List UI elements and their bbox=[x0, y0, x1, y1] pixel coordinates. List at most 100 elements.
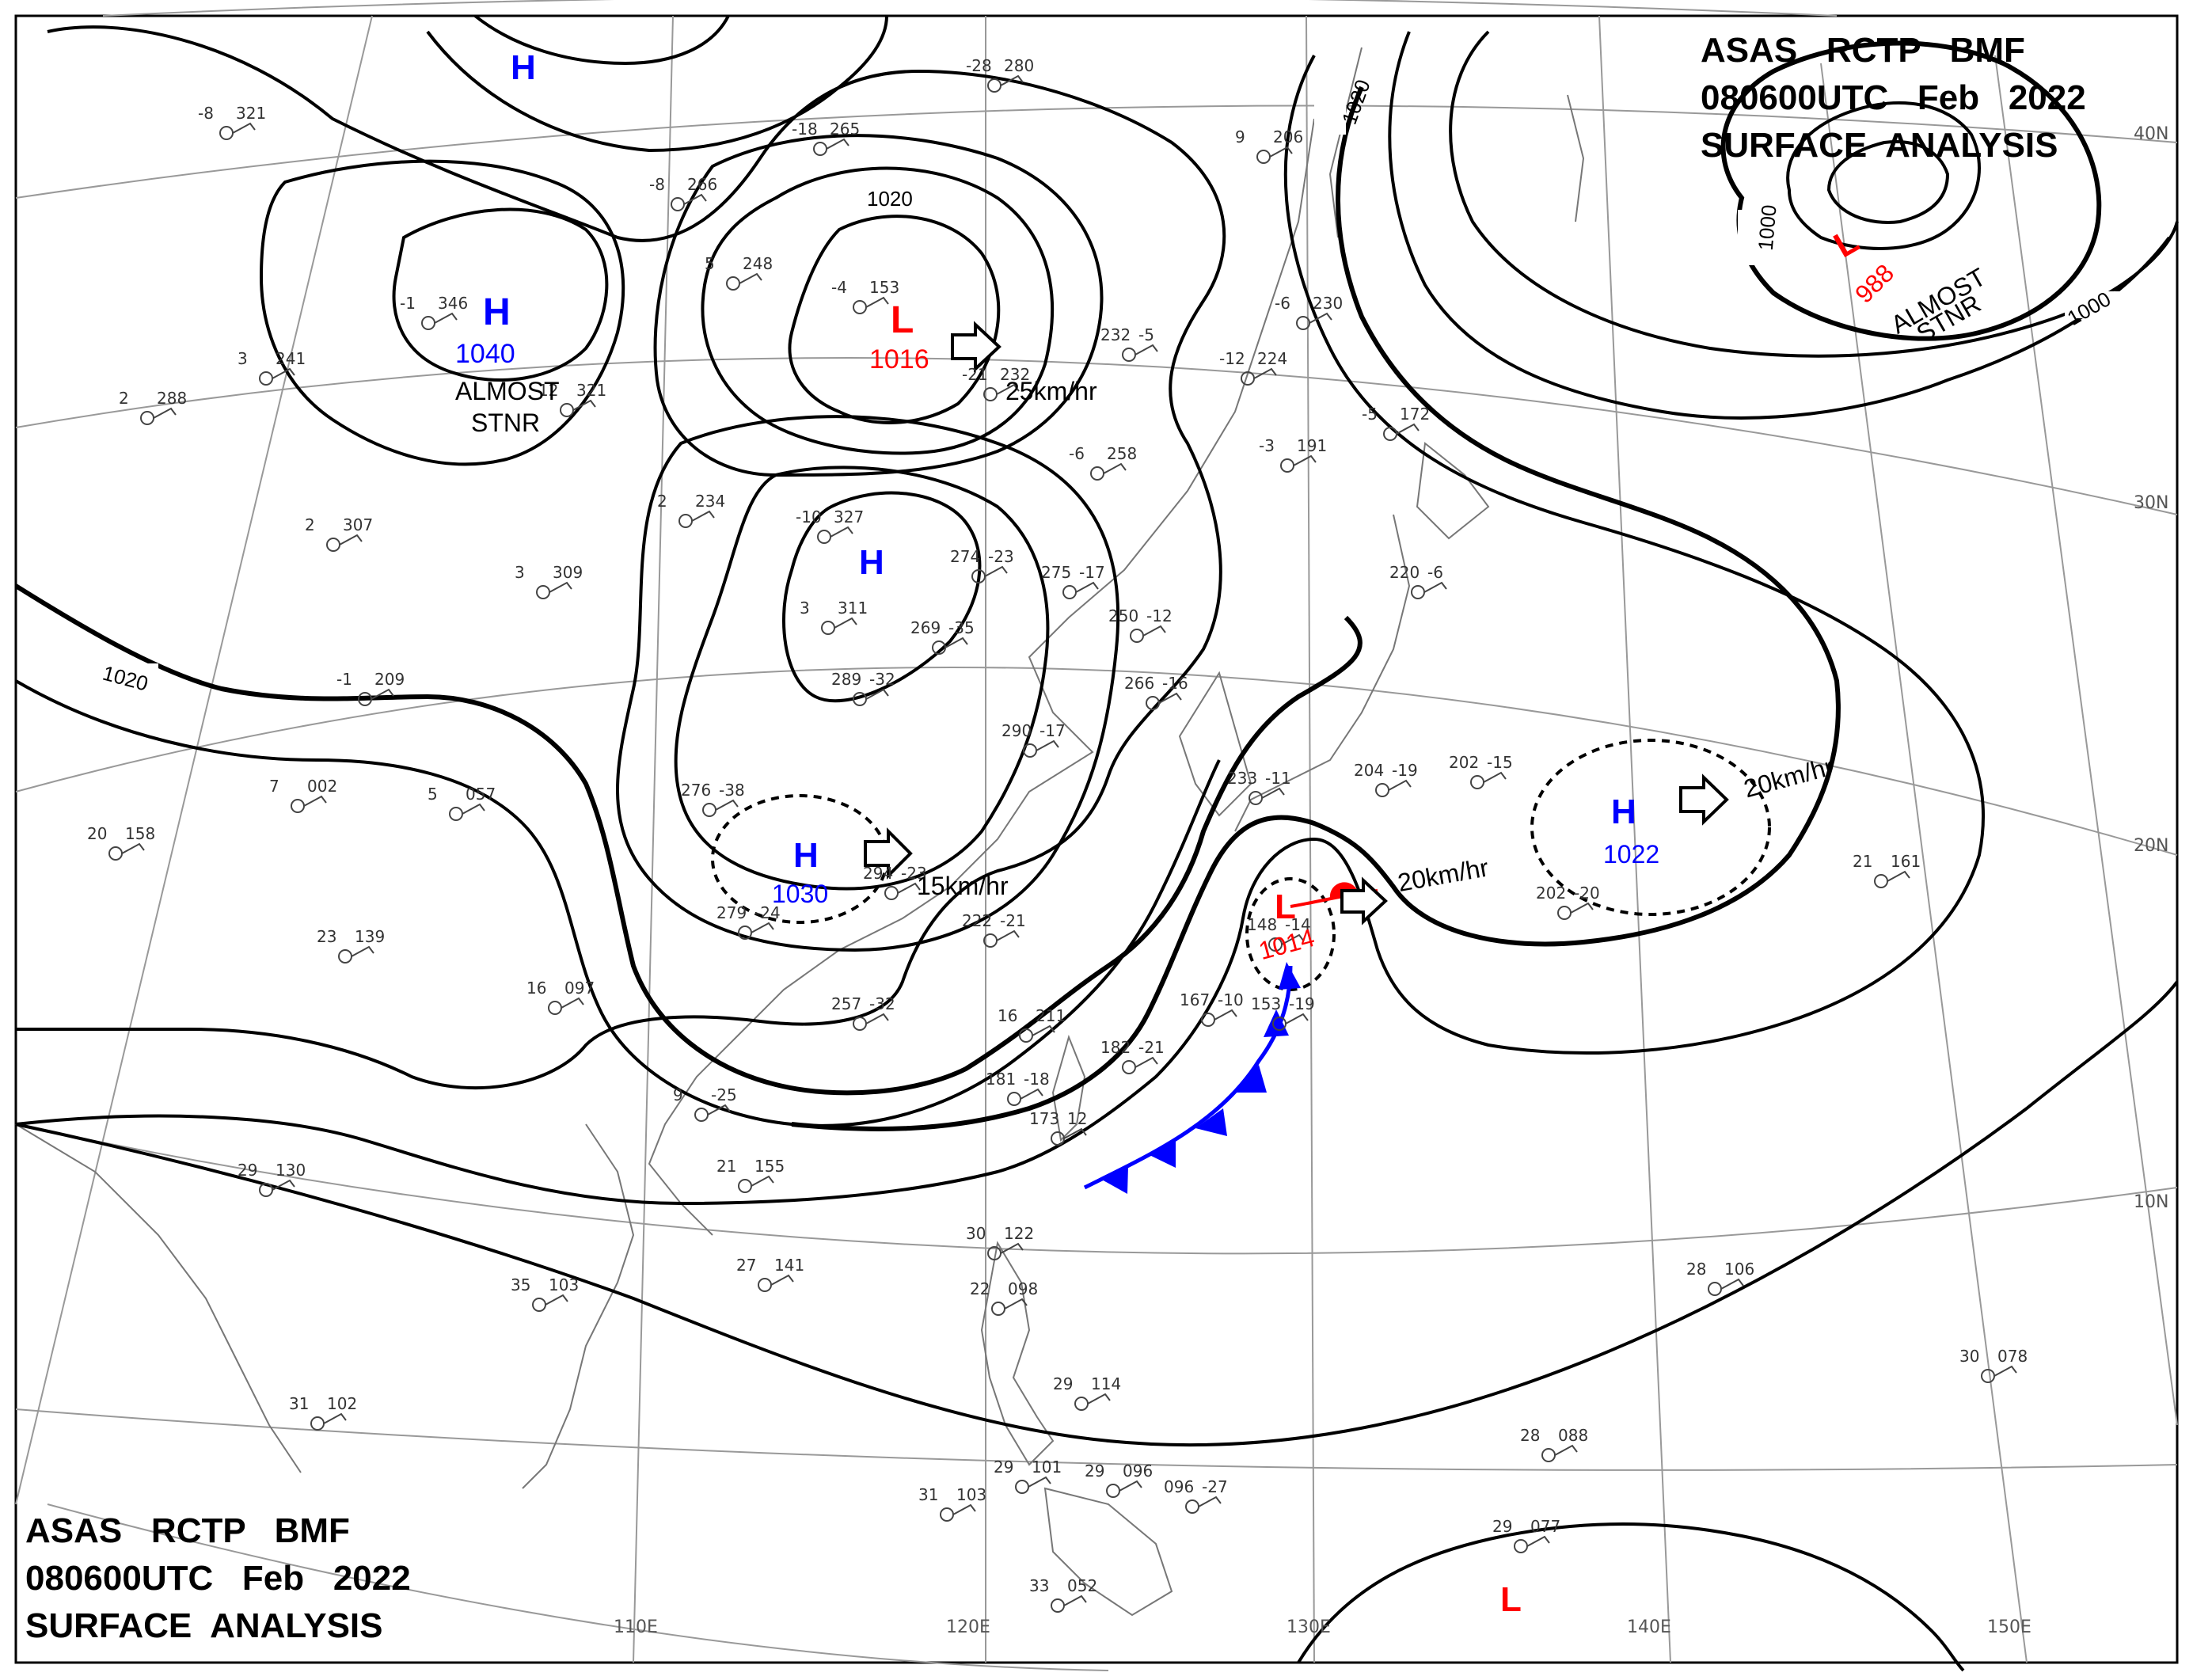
station-value-b: 102 bbox=[327, 1394, 357, 1413]
station-value-b: 307 bbox=[343, 515, 373, 534]
isobar-1004-outer bbox=[1388, 31, 2171, 420]
station-value-a: 16 bbox=[998, 1006, 1017, 1025]
station-markers bbox=[108, 74, 2017, 1613]
meridian-110e bbox=[633, 15, 674, 1663]
front-pip bbox=[1195, 1108, 1227, 1136]
wind-barb bbox=[691, 510, 715, 522]
wind-barb bbox=[1087, 1393, 1111, 1404]
station-value-a: 9 bbox=[1235, 127, 1245, 146]
station-value-a: 257 bbox=[831, 994, 861, 1013]
station-value-a: 21 bbox=[1853, 852, 1872, 871]
isobar-1020-west bbox=[14, 583, 1363, 1096]
station-value-a: 294 bbox=[863, 864, 893, 883]
parallel-40n bbox=[15, 105, 2178, 199]
parallel-30n bbox=[15, 357, 2178, 515]
station-value-b: -15 bbox=[1487, 753, 1513, 772]
parallel-extra bbox=[47, 1503, 1109, 1671]
station-value-a: 29 bbox=[1085, 1461, 1104, 1480]
station-value-b: 311 bbox=[838, 599, 868, 618]
lat-label-40n: 40N bbox=[2134, 124, 2168, 144]
station-value-a: 28 bbox=[1686, 1260, 1706, 1279]
station-value-a: 233 bbox=[1227, 769, 1257, 788]
station-value-b: 230 bbox=[1313, 294, 1343, 313]
station-value-a: 202 bbox=[1536, 884, 1566, 903]
station-value-b: 327 bbox=[834, 507, 864, 526]
wind-barb bbox=[572, 399, 596, 411]
coast-japan bbox=[1234, 514, 1411, 832]
wind-barb bbox=[865, 296, 889, 308]
station-value-a: -8 bbox=[649, 175, 665, 194]
wind-barb bbox=[830, 526, 853, 538]
wind-barb bbox=[1028, 1476, 1051, 1488]
station-value-b: 057 bbox=[466, 785, 496, 804]
wind-barb bbox=[751, 1175, 774, 1187]
coast-kamchatka bbox=[1567, 94, 1585, 222]
wind-barb bbox=[1253, 367, 1277, 379]
station-value-a: 182 bbox=[1100, 1038, 1131, 1057]
lat-label-10n: 10N bbox=[2134, 1192, 2168, 1212]
pressure-value: 1016 bbox=[869, 344, 929, 374]
wind-barb bbox=[1309, 312, 1332, 324]
station-value-a: 204 bbox=[1354, 761, 1384, 780]
lon-label-110e: 110E bbox=[614, 1617, 658, 1637]
station-value-a: -10 bbox=[796, 507, 822, 526]
wind-barb bbox=[1135, 344, 1158, 355]
wind-barb bbox=[1000, 74, 1024, 86]
station-value-a: 173 bbox=[1029, 1109, 1059, 1128]
wind-barb bbox=[1063, 1127, 1087, 1139]
wind-barb bbox=[545, 1294, 568, 1306]
wind-barb bbox=[1993, 1365, 2017, 1377]
motion-arrow-l1014 bbox=[1340, 876, 1388, 926]
pressure-value: 1030 bbox=[772, 880, 828, 908]
station-value-b: 098 bbox=[1008, 1279, 1038, 1298]
parallel-0 bbox=[15, 1408, 2178, 1471]
wind-barb bbox=[121, 842, 145, 854]
station-value-b: 130 bbox=[276, 1161, 306, 1180]
station-value-b: 209 bbox=[374, 670, 405, 689]
wind-barb bbox=[462, 803, 485, 815]
wind-barb bbox=[1103, 462, 1127, 474]
station-value-b: -20 bbox=[1574, 884, 1600, 903]
isobar-1016-l bbox=[788, 215, 1001, 424]
station-value-b: 248 bbox=[743, 254, 773, 273]
motion-note-line2: STNR bbox=[471, 409, 540, 437]
station-value-a: -1 bbox=[336, 670, 352, 689]
coastlines bbox=[15, 47, 1585, 1617]
high-pressure-symbol: H bbox=[859, 543, 884, 582]
station-value-a: -28 bbox=[966, 56, 992, 75]
wind-barb bbox=[1119, 1480, 1142, 1492]
station-value-b: 234 bbox=[695, 492, 725, 511]
station-value-a: 222 bbox=[962, 911, 992, 930]
isobar-h-1030-ring2 bbox=[616, 415, 1120, 952]
wind-barb bbox=[944, 637, 968, 648]
coast-taiwan bbox=[1051, 1034, 1086, 1142]
station-value-b: -14 bbox=[1285, 915, 1311, 934]
station-value-b: -17 bbox=[1039, 721, 1066, 740]
station-value-b: -12 bbox=[1146, 606, 1173, 625]
wind-barb bbox=[1036, 739, 1059, 751]
high-pressure-symbol: H bbox=[511, 48, 536, 87]
parallel-10n bbox=[15, 1123, 2178, 1255]
wind-barb bbox=[751, 922, 774, 933]
station-value-b: 241 bbox=[276, 349, 306, 368]
wind-barb bbox=[770, 1274, 794, 1286]
isobar-1018-outer bbox=[15, 55, 1985, 1206]
isobar-1040-inner bbox=[392, 207, 609, 382]
motion-speed-l1016: 25km/hr bbox=[1005, 377, 1097, 405]
wind-barb bbox=[153, 407, 177, 419]
station-value-a: 2 bbox=[119, 389, 129, 408]
station-value-b: -23 bbox=[901, 864, 927, 883]
station-value-b: -27 bbox=[1202, 1477, 1228, 1496]
coast-india bbox=[15, 1123, 302, 1473]
wind-barb bbox=[1214, 1009, 1237, 1021]
station-value-a: -6 bbox=[1275, 294, 1290, 313]
wind-barb bbox=[1720, 1278, 1744, 1290]
station-value-b: 280 bbox=[1004, 56, 1034, 75]
isobar-1000-ring bbox=[1720, 40, 2102, 341]
wind-barb bbox=[1158, 692, 1182, 704]
motion-arrow-h1030 bbox=[864, 827, 913, 880]
wind-barb bbox=[984, 565, 1008, 577]
station-value-b: 172 bbox=[1400, 405, 1430, 424]
station-value-b: 122 bbox=[1004, 1224, 1034, 1243]
station-value-b: -19 bbox=[1289, 994, 1315, 1013]
